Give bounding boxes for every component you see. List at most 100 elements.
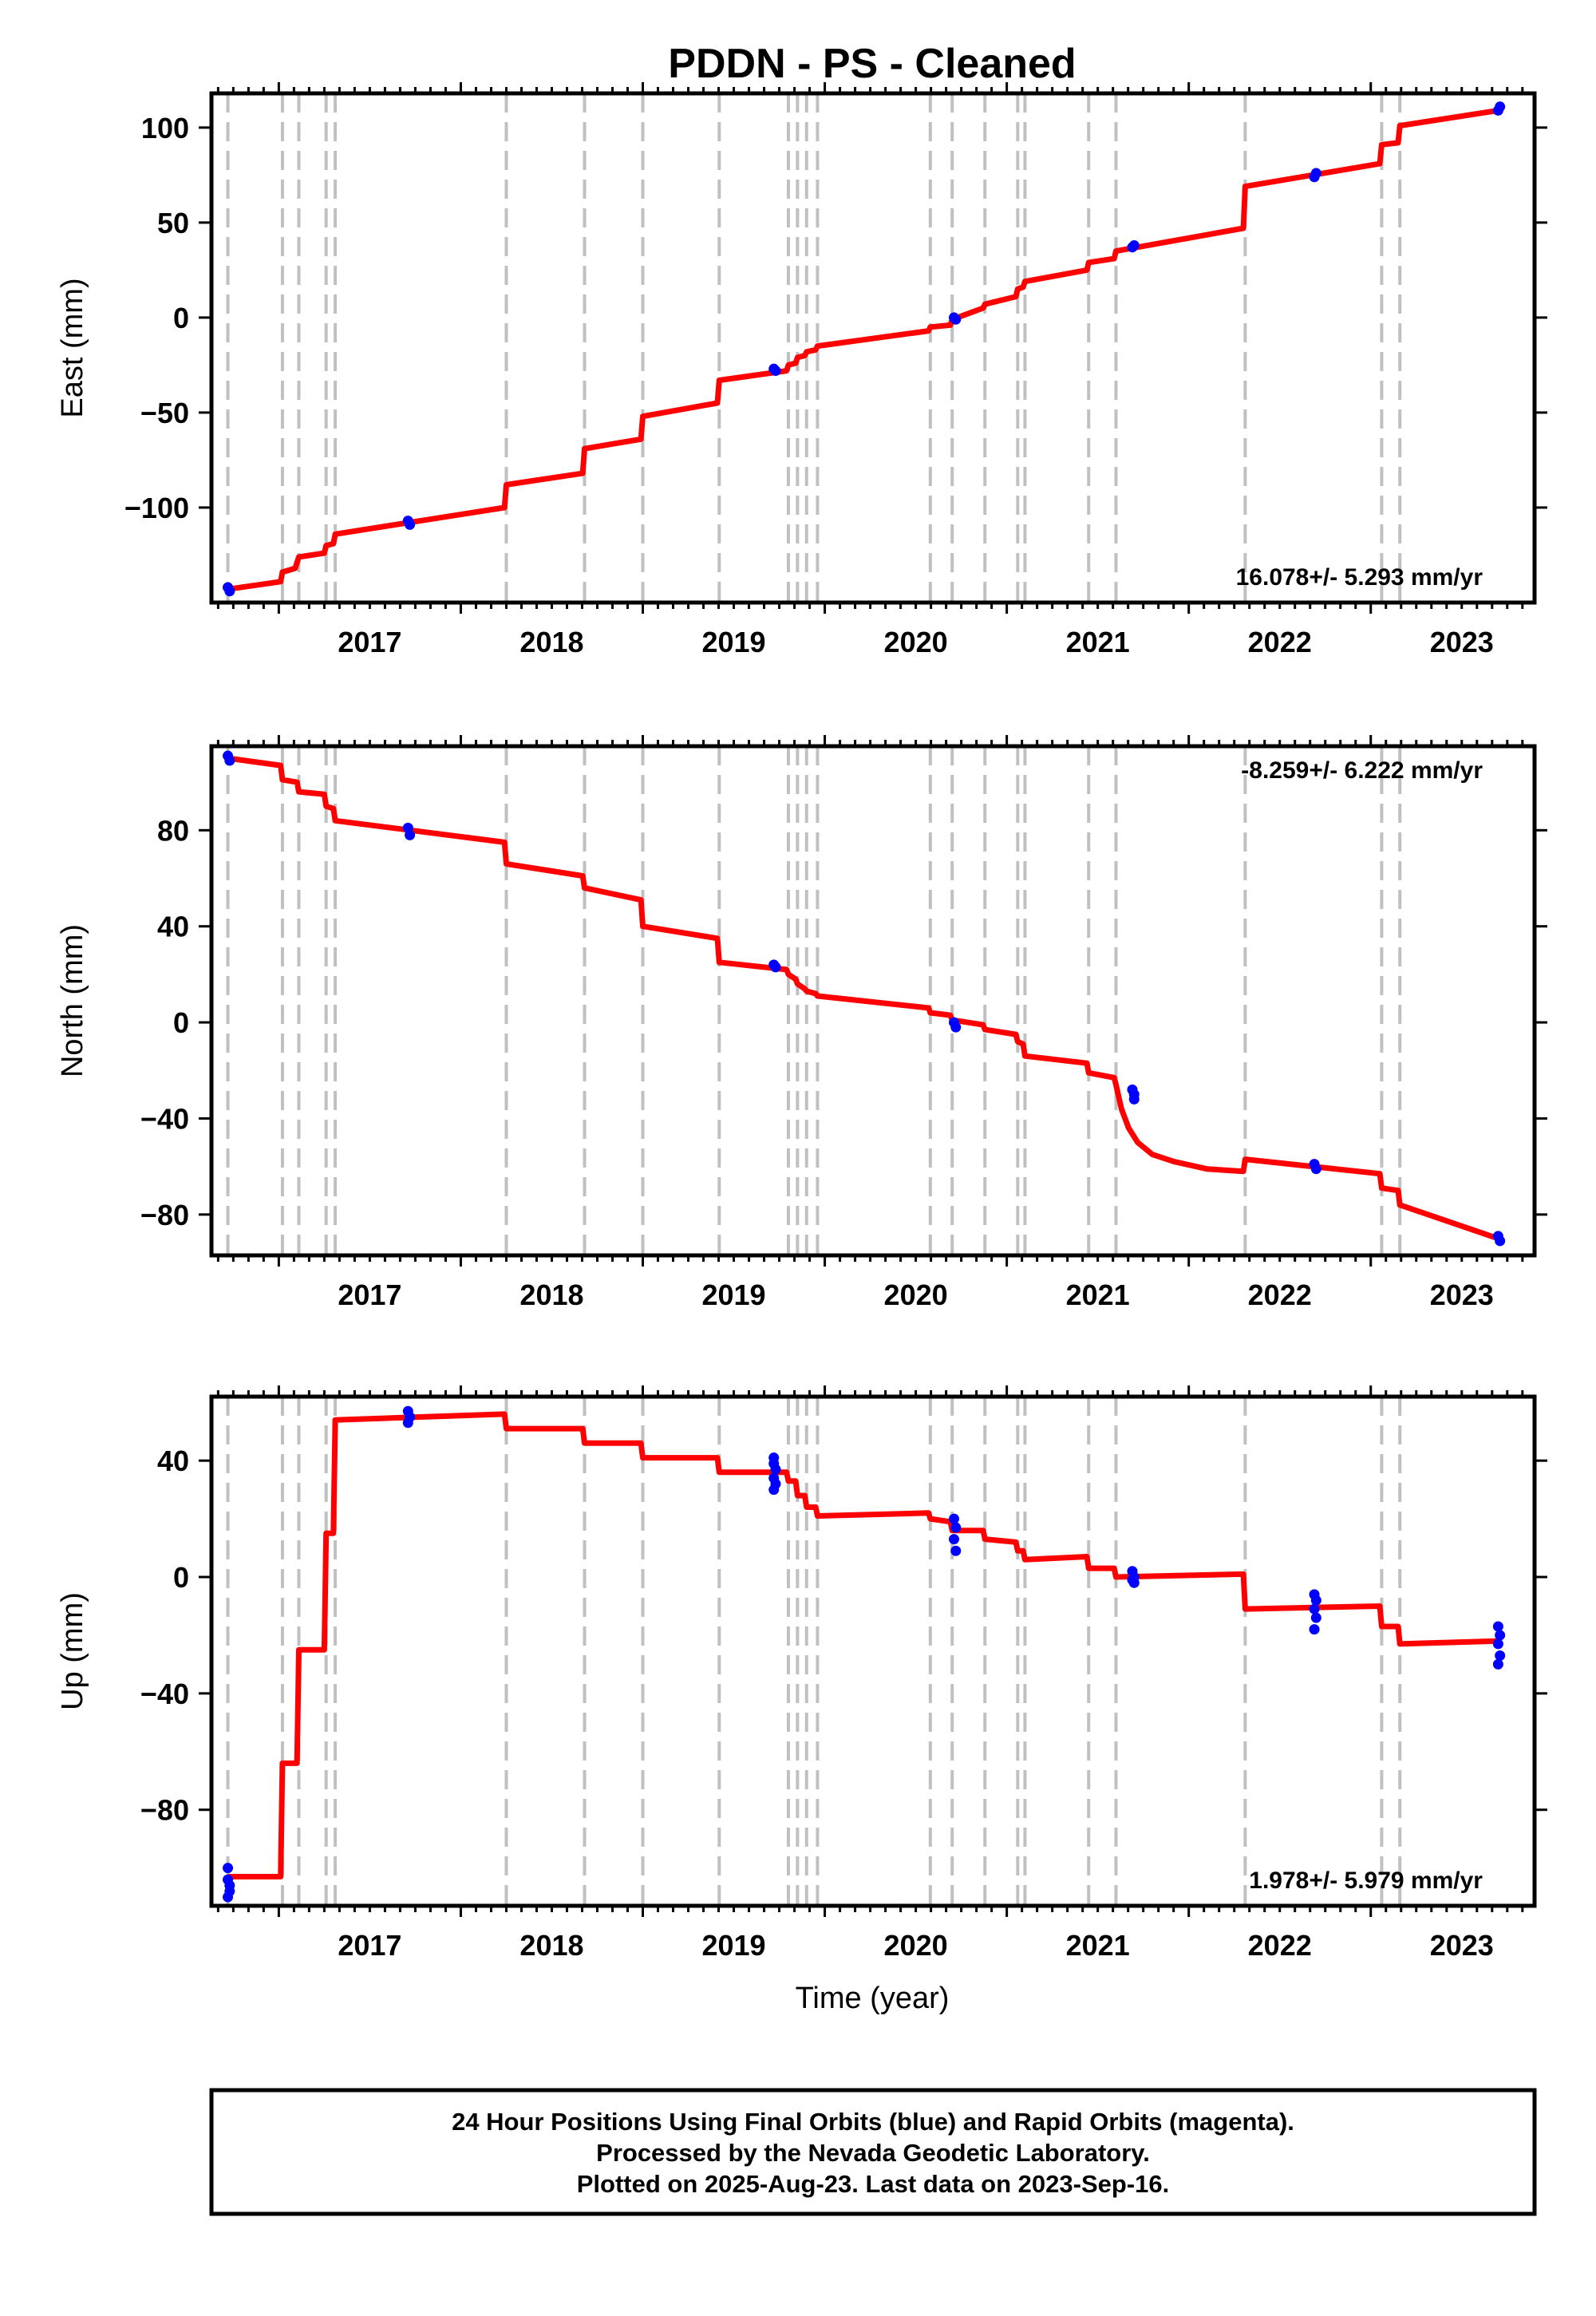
data-point xyxy=(1128,1093,1140,1105)
velocity-rate-label: -8.259+/- 6.222 mm/yr xyxy=(1241,757,1483,784)
x-tick-label: 2019 xyxy=(701,1929,765,1962)
chart-title: PDDN - PS - Cleaned xyxy=(668,41,1076,87)
data-point xyxy=(1492,1621,1503,1632)
data-point xyxy=(768,1484,780,1496)
footer-box xyxy=(209,2088,1537,2216)
data-point xyxy=(405,829,416,840)
data-point xyxy=(1495,1235,1506,1247)
data-point xyxy=(950,314,962,325)
y-tick-label: 40 xyxy=(157,1445,189,1477)
footer-line-2: Processed by the Nevada Geodetic Laborat… xyxy=(596,2139,1150,2167)
data-point xyxy=(1492,1658,1503,1670)
data-point xyxy=(948,1534,959,1545)
panel-up: 2017 2018 2019 2020 2021 2022 2023 40 0 −40 −80 Up … xyxy=(56,1385,1547,1962)
final-orbit-points xyxy=(223,750,1506,1247)
x-tick-label: 2021 xyxy=(1066,1279,1130,1311)
y-tick-label: −50 xyxy=(140,397,189,429)
x-tick-label: 2022 xyxy=(1248,1279,1312,1311)
data-point xyxy=(223,1863,234,1874)
data-point xyxy=(402,1417,413,1429)
footer-line-1: 24 Hour Positions Using Final Orbits (bl… xyxy=(452,2108,1294,2136)
data-point xyxy=(950,1545,962,1556)
y-ticks: 80 40 0 −40 −80 xyxy=(140,814,1547,1231)
data-point xyxy=(1310,1164,1321,1175)
panel-east: 2017 2018 2019 2020 2021 2022 2023 100 50 0 −50 −10… xyxy=(56,82,1547,658)
data-point xyxy=(1495,1650,1506,1661)
model-line xyxy=(227,107,1499,592)
panel-north: 2017 2018 2019 2020 2021 2022 2023 80 40 0 −40 −80 N… xyxy=(56,735,1547,1311)
y-tick-label: 0 xyxy=(173,1006,189,1039)
x-tick-label: 2022 xyxy=(1248,1929,1312,1962)
data-point xyxy=(223,1891,234,1903)
x-tick-label: 2019 xyxy=(701,626,765,658)
x-ticks: 2017 2018 2019 2020 2021 2022 2023 xyxy=(216,82,1524,658)
data-point xyxy=(770,366,781,377)
data-point xyxy=(224,755,235,766)
y-ticks: 40 0 −40 −80 xyxy=(140,1445,1547,1827)
plot-frame xyxy=(209,91,1537,605)
y-tick-label: −40 xyxy=(140,1102,189,1135)
plot-frame xyxy=(209,744,1537,1258)
x-tick-label: 2019 xyxy=(701,1279,765,1311)
data-point xyxy=(1309,1603,1320,1614)
data-point xyxy=(770,962,781,973)
data-point xyxy=(1492,1638,1503,1650)
data-point xyxy=(1495,101,1506,113)
data-point xyxy=(950,1022,962,1033)
x-tick-label: 2020 xyxy=(884,1279,948,1311)
y-tick-label: 40 xyxy=(157,911,189,943)
y-tick-label: 50 xyxy=(157,207,189,239)
x-tick-label: 2020 xyxy=(884,1929,948,1962)
x-tick-label: 2018 xyxy=(519,1929,583,1962)
model-line xyxy=(227,1411,1499,1879)
y-axis-label: North (mm) xyxy=(56,924,89,1077)
x-tick-label: 2018 xyxy=(519,1279,583,1311)
plot-frame xyxy=(209,1394,1537,1908)
data-point xyxy=(1310,1612,1321,1623)
final-orbit-points xyxy=(223,101,1506,597)
x-tick-label: 2021 xyxy=(1066,1929,1130,1962)
y-tick-label: 0 xyxy=(173,302,189,334)
y-tick-label: 80 xyxy=(157,814,189,847)
final-orbit-points xyxy=(223,1405,1506,1903)
data-point xyxy=(948,1513,959,1524)
data-point xyxy=(1310,168,1321,179)
y-tick-label: −40 xyxy=(140,1678,189,1710)
model-line xyxy=(227,755,1499,1242)
y-tick-label: −80 xyxy=(140,1199,189,1231)
y-ticks: 100 50 0 −50 −100 xyxy=(124,112,1547,524)
y-tick-label: 100 xyxy=(141,112,189,144)
data-point xyxy=(405,519,416,530)
y-tick-label: 0 xyxy=(173,1561,189,1594)
x-tick-label: 2021 xyxy=(1066,626,1130,658)
x-tick-label: 2023 xyxy=(1430,626,1494,658)
y-tick-label: −80 xyxy=(140,1794,189,1827)
x-tick-label: 2017 xyxy=(338,1929,401,1962)
data-point xyxy=(770,1464,781,1475)
x-ticks: 2017 2018 2019 2020 2021 2022 2023 xyxy=(216,735,1524,1311)
x-ticks: 2017 2018 2019 2020 2021 2022 2023 xyxy=(216,1385,1524,1962)
velocity-rate-label: 1.978+/- 5.979 mm/yr xyxy=(1249,1867,1483,1894)
x-tick-label: 2017 xyxy=(338,626,401,658)
x-tick-label: 2020 xyxy=(884,626,948,658)
y-axis-label: Up (mm) xyxy=(56,1592,89,1710)
x-tick-label: 2023 xyxy=(1430,1929,1494,1962)
y-axis-label: East (mm) xyxy=(56,278,89,417)
data-point xyxy=(1310,1595,1321,1606)
data-point xyxy=(224,586,235,597)
footer-line-3: Plotted on 2025-Aug-23. Last data on 202… xyxy=(577,2170,1169,2198)
data-point xyxy=(950,1522,962,1533)
y-tick-label: −100 xyxy=(124,492,189,524)
velocity-rate-label: 16.078+/- 5.293 mm/yr xyxy=(1236,564,1483,591)
x-axis-label: Time (year) xyxy=(796,1982,950,2015)
panels: 2017 2018 2019 2020 2021 2022 2023 100 50 0 −50 −10… xyxy=(56,82,1547,1962)
data-point xyxy=(1309,1624,1320,1635)
x-tick-label: 2017 xyxy=(338,1279,401,1311)
data-point xyxy=(1128,1577,1140,1588)
data-point xyxy=(1128,239,1140,251)
x-tick-label: 2023 xyxy=(1430,1279,1494,1311)
x-tick-label: 2018 xyxy=(519,626,583,658)
data-point xyxy=(1495,1630,1506,1641)
x-tick-label: 2022 xyxy=(1248,626,1312,658)
